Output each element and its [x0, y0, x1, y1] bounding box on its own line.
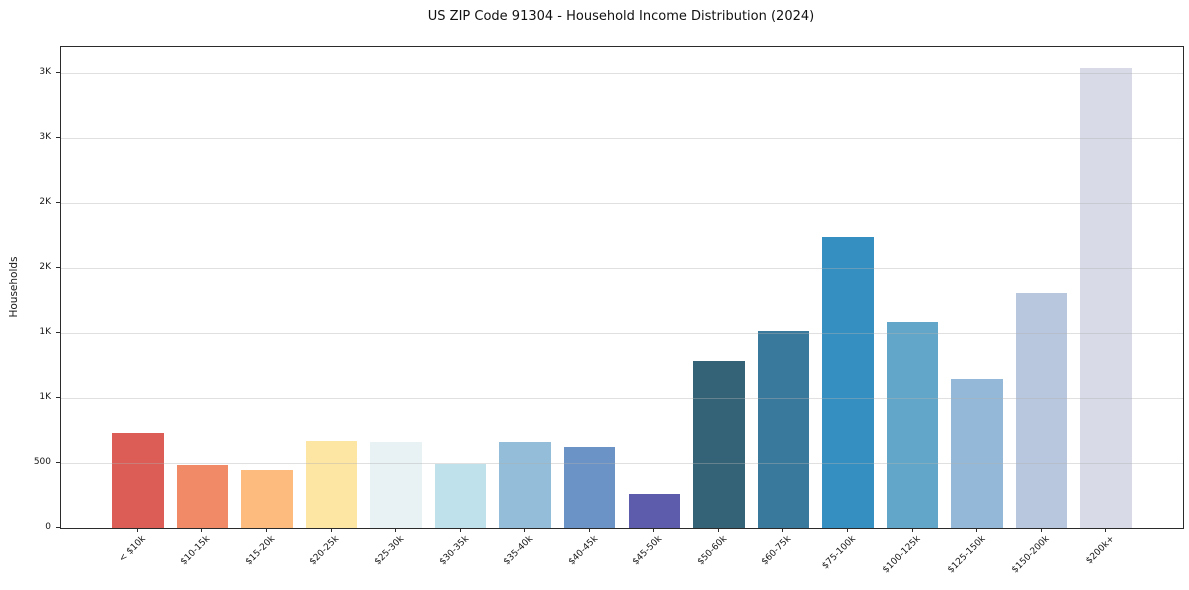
y-tick-mark: [56, 397, 60, 398]
y-tick-label: 3K: [39, 66, 51, 77]
x-tick-label: $50-60k: [695, 534, 729, 568]
bar-$75-100k: [822, 236, 874, 528]
bar-$25-30k: [370, 441, 422, 528]
x-tick-mark: [911, 528, 913, 532]
bar-$50-60k: [693, 360, 745, 528]
bar-$35-40k: [499, 442, 551, 528]
x-tick-label: $30-35k: [437, 534, 471, 568]
y-tick-mark: [56, 527, 60, 528]
gridline-2000: [61, 268, 1183, 269]
y-tick-mark: [56, 137, 60, 138]
x-tick-label: $40-45k: [566, 534, 600, 568]
y-tick-mark: [56, 462, 60, 463]
x-tick-label: $100-125k: [881, 534, 923, 576]
gridline-3500: [61, 73, 1183, 74]
y-tick-label: 1K: [39, 326, 51, 337]
x-tick-mark: [459, 528, 461, 532]
x-tick-label: $20-25k: [308, 534, 342, 568]
x-tick-label: < $10k: [117, 534, 148, 565]
y-tick-mark: [56, 72, 60, 73]
gridline-2500: [61, 203, 1183, 204]
x-tick-label: $10-15k: [179, 534, 213, 568]
chart-title: US ZIP Code 91304 - Household Income Dis…: [427, 9, 815, 24]
x-tick-mark: [136, 528, 138, 532]
x-tick-mark: [265, 528, 267, 532]
bar-< $10k: [112, 433, 164, 528]
x-tick-mark: [782, 528, 784, 532]
plot-area: [60, 46, 1184, 529]
x-tick-label: $45-50k: [631, 534, 665, 568]
bar-$60-75k: [757, 331, 810, 528]
bar-$100-125k: [886, 321, 939, 528]
bar-$40-45k: [563, 447, 616, 528]
x-tick-label: $60-75k: [760, 534, 794, 568]
bar-$125-150k: [951, 378, 1003, 528]
y-tick-label: 3K: [39, 131, 51, 142]
y-tick-label: 2K: [39, 196, 51, 207]
gridline-3000: [61, 138, 1183, 139]
x-tick-mark: [717, 528, 719, 532]
x-tick-mark: [976, 528, 978, 532]
x-tick-mark: [395, 528, 397, 532]
gridline-1000: [61, 398, 1183, 399]
x-tick-label: $200k+: [1083, 534, 1117, 567]
x-tick-label: $150-200k: [1010, 534, 1052, 576]
x-tick-mark: [1105, 528, 1107, 532]
x-tick-label: $35-40k: [501, 534, 536, 568]
x-tick-mark: [1040, 528, 1042, 532]
x-tick-label: $25-30k: [372, 534, 407, 568]
x-tick-mark: [330, 528, 332, 532]
bar-$20-25k: [305, 440, 358, 528]
x-tick-label: $15-20k: [243, 534, 277, 568]
y-tick-label: 500: [33, 456, 51, 467]
y-tick-label: 1K: [39, 391, 51, 402]
bar-$150-200k: [1015, 292, 1068, 528]
x-tick-mark: [524, 528, 526, 532]
y-tick-mark: [56, 202, 60, 203]
gridline-1500: [61, 333, 1183, 334]
bar-$45-50k: [628, 493, 681, 528]
x-tick-mark: [588, 528, 590, 532]
bar-$10-15k: [176, 465, 229, 528]
y-tick-mark: [56, 332, 60, 333]
x-tick-mark: [653, 528, 655, 532]
y-tick-label: 0: [45, 521, 51, 532]
x-tick-mark: [201, 528, 203, 532]
y-tick-label: 2K: [39, 261, 51, 272]
y-tick-mark: [56, 267, 60, 268]
x-tick-mark: [846, 528, 848, 532]
bar-$15-20k: [241, 469, 293, 528]
gridline-500: [61, 463, 1183, 464]
x-tick-label: $125-150k: [945, 534, 988, 576]
x-tick-label: $75-100k: [820, 534, 858, 572]
bar-$200k+: [1080, 67, 1132, 528]
bar-$30-35k: [434, 464, 487, 528]
